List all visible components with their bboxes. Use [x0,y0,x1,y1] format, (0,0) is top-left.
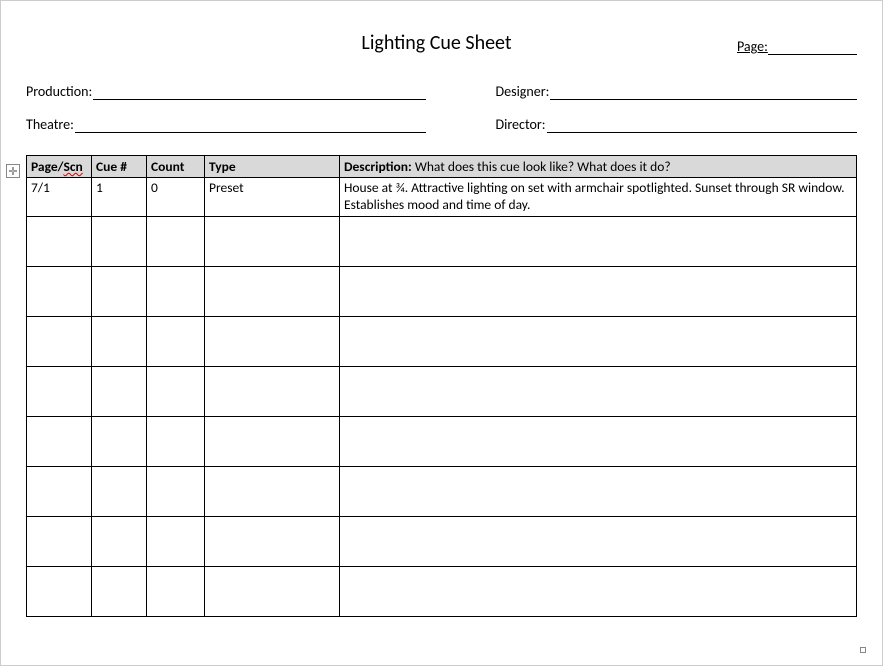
empty-cell [340,466,857,516]
empty-cell [205,416,340,466]
meta-row-2: Theatre: Director: [26,116,857,133]
empty-cell [340,266,857,316]
empty-cell [340,416,857,466]
pagescn-squiggle: Scn [63,158,82,175]
table-row [27,416,857,466]
table-row [27,366,857,416]
theatre-label: Theatre: [26,116,74,133]
cell-count: 0 [147,178,205,217]
empty-cell [147,366,205,416]
empty-cell [147,316,205,366]
empty-cell [205,566,340,616]
director-label: Director: [496,116,546,133]
col-header-count: Count [147,156,205,178]
empty-cell [205,216,340,266]
empty-cell [92,216,147,266]
pagescn-prefix: Page/ [31,158,63,175]
empty-cell [92,416,147,466]
desc-header-bold: Description: [344,158,412,175]
page-label: Page: [737,38,768,55]
cell-type: Preset [205,178,340,217]
cell-cue: 1 [92,178,147,217]
designer-label: Designer: [496,83,550,100]
table-row [27,316,857,366]
production-field: Production: [26,83,426,100]
cell-description: House at ¾. Attractive lighting on set w… [340,178,857,217]
theatre-blank [75,118,426,133]
director-blank [547,118,857,133]
page-title: Lighting Cue Sheet [136,31,737,55]
empty-cell [205,266,340,316]
empty-cell [27,216,92,266]
production-label: Production: [26,83,92,100]
empty-cell [205,516,340,566]
col-header-cue: Cue # [92,156,147,178]
table-header-row: Page/Scn Cue # Count Type Description: W… [27,156,857,178]
empty-cell [92,366,147,416]
production-blank [93,85,425,100]
anchor-glyph: ✛ [8,166,17,177]
theatre-field: Theatre: [26,116,426,133]
empty-cell [147,566,205,616]
desc-header-sub: What does this cue look like? What does … [412,158,671,175]
empty-cell [147,516,205,566]
designer-field: Designer: [496,83,857,100]
title-row: Lighting Cue Sheet Page: [26,31,857,55]
empty-cell [147,416,205,466]
page-blank-line [768,40,857,55]
resize-handle-icon [860,647,866,653]
empty-cell [340,566,857,616]
empty-cell [92,566,147,616]
empty-cell [205,466,340,516]
meta-row-1: Production: Designer: [26,83,857,100]
empty-cell [92,516,147,566]
col-header-description: Description: What does this cue look lik… [340,156,857,178]
table-row [27,216,857,266]
director-field: Director: [496,116,857,133]
table-row: 7/1 1 0 Preset House at ¾. Attractive li… [27,178,857,217]
col-header-pagescn: Page/Scn [27,156,92,178]
empty-cell [147,216,205,266]
empty-cell [27,416,92,466]
table-row [27,566,857,616]
document-page: Lighting Cue Sheet Page: Production: Des… [0,0,883,666]
empty-cell [147,266,205,316]
table-row [27,516,857,566]
empty-cell [92,466,147,516]
empty-cell [27,366,92,416]
table-row [27,266,857,316]
table-anchor-icon: ✛ [6,164,20,178]
empty-cell [205,366,340,416]
table-row [27,466,857,516]
designer-blank [550,85,857,100]
empty-cell [147,466,205,516]
empty-cell [27,266,92,316]
empty-cell [27,466,92,516]
empty-cell [340,366,857,416]
empty-cell [205,316,340,366]
cue-table: Page/Scn Cue # Count Type Description: W… [26,155,857,617]
empty-cell [27,516,92,566]
empty-cell [92,316,147,366]
empty-cell [27,316,92,366]
col-header-type: Type [205,156,340,178]
table-body: 7/1 1 0 Preset House at ¾. Attractive li… [27,178,857,617]
cell-pagescn: 7/1 [27,178,92,217]
empty-cell [92,266,147,316]
empty-cell [340,516,857,566]
empty-cell [27,566,92,616]
page-number-field: Page: [737,38,857,55]
empty-cell [340,216,857,266]
empty-cell [340,316,857,366]
